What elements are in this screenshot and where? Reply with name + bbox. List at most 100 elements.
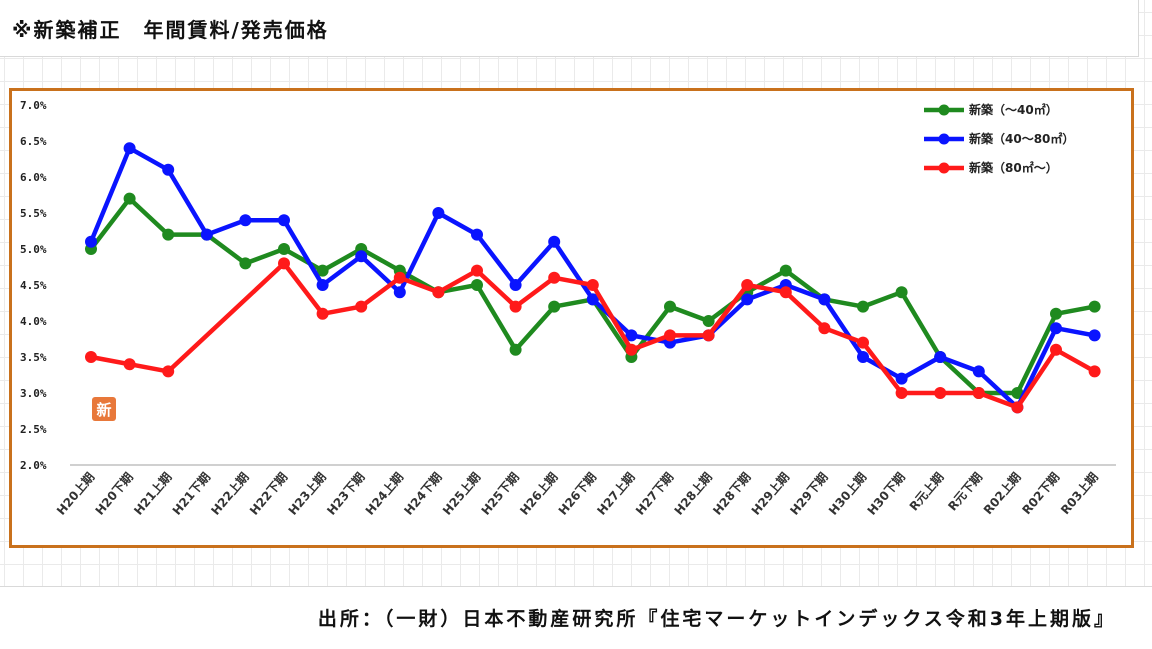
data-point-s2 — [741, 293, 754, 306]
data-point-s2 — [972, 365, 985, 378]
x-category-label: H24上期 — [362, 469, 406, 518]
x-category-label: H28下期 — [709, 469, 753, 518]
source-note: 出所：（一財）日本不動産研究所『住宅マーケットインデックス令和3年上期版』 — [317, 608, 1116, 630]
y-tick-label: 3.0% — [20, 387, 47, 400]
data-point-s3 — [625, 343, 638, 356]
data-point-s1 — [162, 228, 175, 241]
data-point-s3 — [1088, 365, 1101, 378]
data-point-s2 — [355, 250, 368, 263]
x-category-label: H28上期 — [671, 469, 715, 518]
legend-swatch-marker — [938, 104, 950, 116]
data-point-s1 — [123, 192, 136, 205]
data-point-s3 — [278, 257, 290, 270]
data-point-s1 — [1011, 387, 1024, 399]
data-point-s1 — [278, 243, 290, 255]
y-tick-label: 7.0% — [20, 99, 47, 112]
data-point-s2 — [857, 351, 869, 363]
x-category-label: H21上期 — [130, 469, 174, 518]
line-chart: 7.0% 6.5% 6.0% 5.5% 5.0% 4.5% 4.0% 3.5% 3.0% 2.5%… — [20, 99, 1116, 518]
data-point-s1 — [239, 257, 252, 270]
data-point-s3 — [162, 365, 175, 378]
data-point-s2 — [85, 235, 97, 248]
x-category-label: H23下期 — [323, 469, 367, 518]
data-point-s2 — [509, 279, 522, 291]
data-point-s3 — [316, 307, 329, 320]
data-point-s3 — [972, 387, 985, 399]
data-point-s2 — [393, 286, 406, 299]
data-point-s3 — [1050, 343, 1062, 356]
footer-band: 出所：（一財）日本不動産研究所『住宅マーケットインデックス令和3年上期版』 — [0, 586, 1152, 649]
x-category-label: H29下期 — [787, 469, 831, 518]
title-band: ※新築補正 年間賃料/発売価格 — [0, 0, 1139, 57]
legend-label: 新築（40～80㎡） — [969, 131, 1074, 146]
data-point-s2 — [200, 228, 213, 241]
data-point-s1 — [779, 264, 792, 277]
x-category-label: R02下期 — [1019, 469, 1063, 517]
x-category-label: H21下期 — [169, 469, 213, 518]
legend-label: 新築（80㎡～） — [969, 160, 1058, 175]
data-point-s3 — [779, 286, 792, 299]
data-point-s3 — [741, 279, 754, 291]
data-point-s3 — [895, 387, 908, 399]
data-point-s2 — [934, 351, 947, 363]
data-point-s1 — [548, 300, 561, 313]
data-point-s1 — [702, 315, 715, 327]
data-point-s3 — [548, 271, 561, 284]
x-category-label: H25下期 — [478, 469, 522, 518]
data-point-s2 — [1050, 322, 1062, 335]
page-title: ※新築補正 年間賃料/発売価格 — [12, 18, 329, 42]
data-point-s1 — [471, 279, 483, 291]
data-point-s2 — [471, 228, 483, 241]
data-point-s2 — [239, 214, 252, 227]
x-category-label: R元下期 — [945, 469, 986, 513]
data-point-s1 — [1088, 300, 1101, 313]
x-category-label: H20下期 — [92, 469, 136, 518]
y-tick-label: 5.5% — [20, 207, 47, 220]
data-point-s2 — [278, 214, 290, 227]
x-category-label: H30下期 — [864, 469, 908, 518]
data-point-s3 — [123, 358, 136, 371]
series-line-2 — [88, 145, 1097, 410]
data-point-s1 — [664, 300, 676, 313]
data-point-s2 — [818, 293, 831, 306]
data-point-s3 — [586, 279, 599, 291]
y-tick-label: 2.0% — [20, 459, 47, 472]
data-point-s2 — [625, 329, 638, 342]
y-tick-label: 5.0% — [20, 243, 47, 256]
data-point-s3 — [432, 286, 445, 299]
data-point-s3 — [355, 300, 368, 313]
y-tick-label: 6.0% — [20, 171, 47, 184]
data-point-s1 — [857, 300, 869, 313]
x-category-label: H29上期 — [748, 469, 792, 518]
y-tick-label: 6.5% — [20, 135, 47, 148]
x-category-label: H22下期 — [246, 469, 290, 518]
x-category-label: H30上期 — [825, 469, 869, 518]
data-point-s3 — [702, 329, 715, 342]
data-point-s3 — [934, 387, 947, 399]
x-category-label: H23上期 — [285, 469, 329, 518]
y-tick-label: 4.0% — [20, 315, 47, 328]
legend-label: 新築（～40㎡） — [969, 102, 1058, 117]
data-point-s3 — [393, 271, 406, 284]
x-category-label: H26上期 — [516, 469, 560, 518]
x-category-label: H26下期 — [555, 469, 599, 518]
data-point-s2 — [1088, 329, 1101, 342]
data-point-s1 — [509, 343, 522, 356]
x-category-label: R02上期 — [980, 469, 1024, 517]
x-category-label: R03上期 — [1057, 469, 1101, 517]
x-category-label: H20上期 — [53, 469, 97, 518]
y-tick-label: 2.5% — [20, 423, 47, 436]
x-category-label: H25上期 — [439, 469, 483, 518]
data-point-s2 — [316, 279, 329, 291]
data-point-s3 — [1011, 401, 1024, 414]
data-point-s1 — [1050, 307, 1062, 320]
new-badge-label: 新 — [96, 401, 111, 419]
data-point-s3 — [857, 336, 869, 349]
x-category-label: H27上期 — [594, 469, 638, 518]
chart-area[interactable]: 7.0% 6.5% 6.0% 5.5% 5.0% 4.5% 4.0% 3.5% 3.0% 2.5%… — [9, 88, 1134, 548]
y-tick-label: 4.5% — [20, 279, 47, 292]
x-category-label: H27下期 — [632, 469, 676, 518]
data-point-s1 — [316, 264, 329, 277]
legend-swatch-marker — [938, 162, 950, 174]
y-tick-label: 3.5% — [20, 351, 47, 364]
